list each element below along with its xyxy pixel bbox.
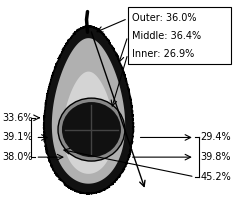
Text: 39.1%: 39.1% bbox=[2, 132, 32, 142]
Ellipse shape bbox=[62, 102, 121, 157]
Text: 38.0%: 38.0% bbox=[2, 152, 32, 162]
Polygon shape bbox=[52, 38, 125, 184]
Polygon shape bbox=[63, 72, 114, 174]
Text: 45.2%: 45.2% bbox=[201, 172, 231, 182]
Text: 39.8%: 39.8% bbox=[201, 152, 231, 162]
Polygon shape bbox=[44, 26, 134, 194]
Text: Inner: 26.9%: Inner: 26.9% bbox=[132, 49, 194, 59]
Text: Middle: 36.4%: Middle: 36.4% bbox=[132, 31, 201, 41]
Text: 33.6%: 33.6% bbox=[2, 113, 32, 123]
Ellipse shape bbox=[58, 98, 125, 161]
Text: Outer: 36.0%: Outer: 36.0% bbox=[132, 14, 196, 24]
Text: 29.4%: 29.4% bbox=[201, 132, 231, 142]
Bar bbox=[128, 7, 231, 64]
